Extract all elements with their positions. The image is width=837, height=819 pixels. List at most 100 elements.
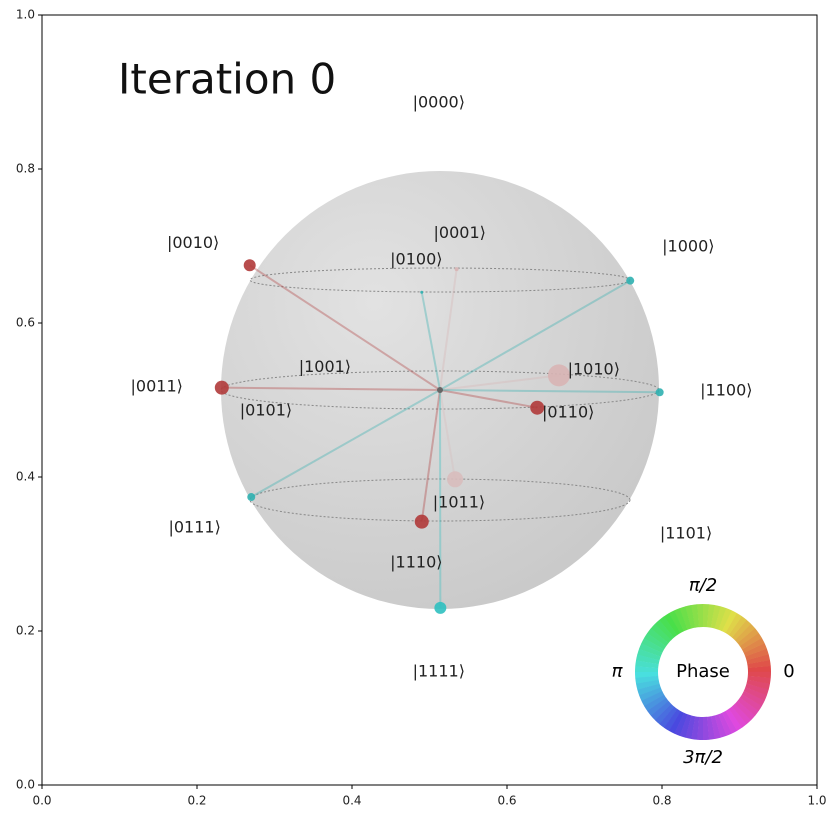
- phase-title: Phase: [676, 661, 730, 682]
- phase-segment: [731, 619, 752, 641]
- phase-segment: [747, 659, 771, 669]
- phase-segment: [647, 697, 669, 716]
- state-label: |0101⟩: [240, 400, 292, 419]
- phase-segment: [635, 675, 659, 685]
- state-vector: [439, 389, 538, 409]
- phase-segment: [668, 610, 684, 634]
- x-tick-label: 0.6: [497, 794, 516, 808]
- state-point: [420, 290, 424, 294]
- state-vector: [249, 264, 441, 391]
- axes-frame: [41, 14, 818, 786]
- phase-segment: [635, 660, 659, 669]
- state-point: [243, 259, 256, 272]
- state-label: |0100⟩: [390, 249, 442, 268]
- phase-segment: [747, 665, 771, 672]
- phase-segment: [718, 712, 733, 736]
- sphere-center: [437, 387, 443, 393]
- phase-segment: [696, 604, 703, 628]
- phase-segment: [728, 616, 747, 638]
- y-tick-label: 0.0: [16, 778, 35, 792]
- phase-segment: [743, 687, 767, 701]
- phase-segment: [635, 654, 660, 665]
- state-vector: [439, 389, 457, 480]
- phase-segment: [741, 690, 765, 706]
- phase-segment: [654, 703, 675, 725]
- phase-segment: [734, 700, 756, 721]
- x-tick-label: 0.0: [32, 794, 51, 808]
- phase-segment: [659, 616, 678, 638]
- phase-segment: [747, 675, 771, 684]
- x-tick-label: 0.8: [652, 794, 671, 808]
- state-point: [530, 400, 545, 415]
- state-point: [414, 514, 429, 529]
- phase-segment: [721, 610, 737, 634]
- phase-segment: [739, 632, 762, 650]
- phase-label: π/2: [689, 575, 717, 596]
- state-point: [547, 364, 570, 387]
- state-vector: [250, 389, 441, 498]
- phase-segment: [725, 612, 742, 636]
- phase-segment: [673, 608, 688, 632]
- phase-segment: [669, 710, 685, 734]
- phase-segment: [664, 708, 681, 732]
- x-tick-label: 0.2: [187, 794, 206, 808]
- x-tick-label: 1.0: [807, 794, 826, 808]
- phase-segment: [718, 608, 732, 632]
- phase-segment: [703, 716, 710, 740]
- phase-segment: [739, 694, 763, 711]
- phase-segment: [714, 714, 727, 738]
- phase-segment: [637, 683, 661, 696]
- phase-segment: [639, 643, 663, 657]
- phase-segment: [737, 697, 759, 716]
- x-tick-label: 0.4: [342, 794, 361, 808]
- state-label: |1101⟩: [660, 523, 712, 542]
- phase-segment: [685, 715, 696, 740]
- state-label: |0000⟩: [413, 92, 465, 111]
- phase-segment: [635, 672, 659, 679]
- state-label: |0110⟩: [542, 403, 594, 422]
- phase-segment: [731, 703, 752, 725]
- state-point: [454, 267, 459, 272]
- state-vector: [439, 389, 660, 394]
- phase-segment: [663, 613, 681, 636]
- state-vector: [221, 386, 441, 391]
- phase-segment: [746, 679, 771, 690]
- phase-segment: [637, 648, 661, 661]
- phase-segment: [641, 638, 665, 654]
- phase-segment: [650, 700, 672, 721]
- state-point: [247, 493, 256, 502]
- phase-segment: [710, 715, 721, 739]
- phase-label: 0: [783, 661, 794, 682]
- state-vector: [420, 292, 441, 391]
- phase-wheel: Phase 0 π/2 π 3π/2: [612, 575, 795, 768]
- state-vector: [439, 268, 458, 391]
- phase-segment: [679, 606, 692, 630]
- state-vector: [439, 279, 631, 391]
- y-tick-label: 0.6: [16, 316, 35, 330]
- state-point: [655, 388, 664, 397]
- phase-segment: [634, 666, 659, 673]
- state-point: [447, 471, 464, 488]
- phase-segment: [639, 687, 663, 702]
- ring: [249, 478, 631, 522]
- state-point: [434, 601, 447, 614]
- state-label: |1011⟩: [433, 493, 485, 512]
- phase-segment: [747, 671, 772, 678]
- phase-segment: [636, 679, 660, 690]
- y-tick-label: 0.4: [16, 470, 35, 484]
- phase-segment: [745, 648, 769, 661]
- phase-segment: [741, 637, 765, 653]
- phase-segment: [659, 706, 678, 728]
- state-label: |1010⟩: [568, 359, 620, 378]
- phase-segment: [710, 604, 721, 629]
- phase-segment: [706, 716, 716, 740]
- phase-segment: [722, 710, 738, 734]
- state-vector: [439, 374, 560, 391]
- phase-segment: [654, 619, 675, 641]
- phase-segment: [737, 628, 759, 647]
- state-label: |1100⟩: [700, 380, 752, 399]
- phase-segment: [728, 706, 747, 728]
- phase-segment: [690, 604, 700, 628]
- state-label: |0010⟩: [167, 233, 219, 252]
- phase-segment: [714, 606, 727, 630]
